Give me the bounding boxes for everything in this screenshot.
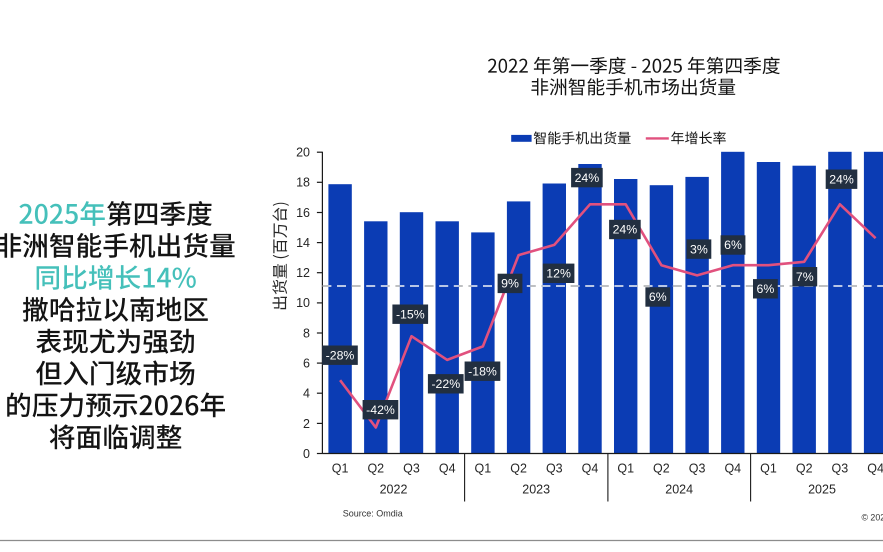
svg-text:Q2: Q2	[796, 461, 813, 475]
svg-text:2: 2	[303, 417, 310, 431]
svg-text:12: 12	[296, 266, 310, 280]
svg-text:-22%: -22%	[431, 377, 460, 391]
svg-text:6%: 6%	[724, 238, 742, 252]
svg-text:Q4: Q4	[867, 461, 883, 475]
svg-text:7%: 7%	[796, 270, 814, 284]
svg-text:Q3: Q3	[546, 461, 563, 475]
svg-text:16: 16	[296, 206, 310, 220]
svg-text:-42%: -42%	[366, 403, 395, 417]
svg-text:6%: 6%	[757, 282, 775, 296]
svg-text:4: 4	[303, 387, 310, 401]
svg-text:12%: 12%	[546, 267, 571, 281]
svg-text:-18%: -18%	[468, 364, 497, 378]
svg-text:6: 6	[303, 357, 310, 371]
svg-text:Q1: Q1	[760, 461, 777, 475]
svg-text:Q1: Q1	[332, 461, 349, 475]
svg-text:20: 20	[296, 146, 310, 160]
svg-text:14: 14	[296, 236, 310, 250]
svg-text:2022: 2022	[380, 482, 408, 496]
svg-text:-15%: -15%	[396, 307, 425, 321]
svg-text:Q4: Q4	[439, 461, 456, 475]
svg-text:18: 18	[296, 176, 310, 190]
svg-text:Q3: Q3	[689, 461, 706, 475]
svg-text:0: 0	[303, 447, 310, 461]
svg-text:24%: 24%	[575, 171, 600, 185]
svg-text:8: 8	[303, 326, 310, 340]
svg-text:Q2: Q2	[367, 461, 384, 475]
svg-text:Q1: Q1	[617, 461, 634, 475]
svg-text:10: 10	[296, 296, 310, 310]
svg-text:6%: 6%	[649, 290, 667, 304]
svg-text:2024: 2024	[665, 482, 693, 496]
svg-text:Source: Omdia: Source: Omdia	[343, 508, 403, 518]
svg-text:Q3: Q3	[403, 461, 420, 475]
svg-text:Q4: Q4	[582, 461, 599, 475]
svg-text:24%: 24%	[613, 223, 638, 237]
svg-text:Q4: Q4	[724, 461, 741, 475]
svg-text:9%: 9%	[501, 277, 519, 291]
svg-text:2023: 2023	[522, 482, 550, 496]
svg-text:Q2: Q2	[653, 461, 670, 475]
svg-text:2025: 2025	[808, 482, 836, 496]
svg-text:-28%: -28%	[326, 348, 355, 362]
svg-text:© 2025 Omdia: © 2025 Omdia	[862, 512, 883, 522]
svg-text:3%: 3%	[690, 242, 708, 256]
svg-text:Q3: Q3	[832, 461, 849, 475]
svg-text:Q1: Q1	[475, 461, 492, 475]
svg-text:24%: 24%	[829, 172, 854, 186]
svg-text:Q2: Q2	[510, 461, 527, 475]
